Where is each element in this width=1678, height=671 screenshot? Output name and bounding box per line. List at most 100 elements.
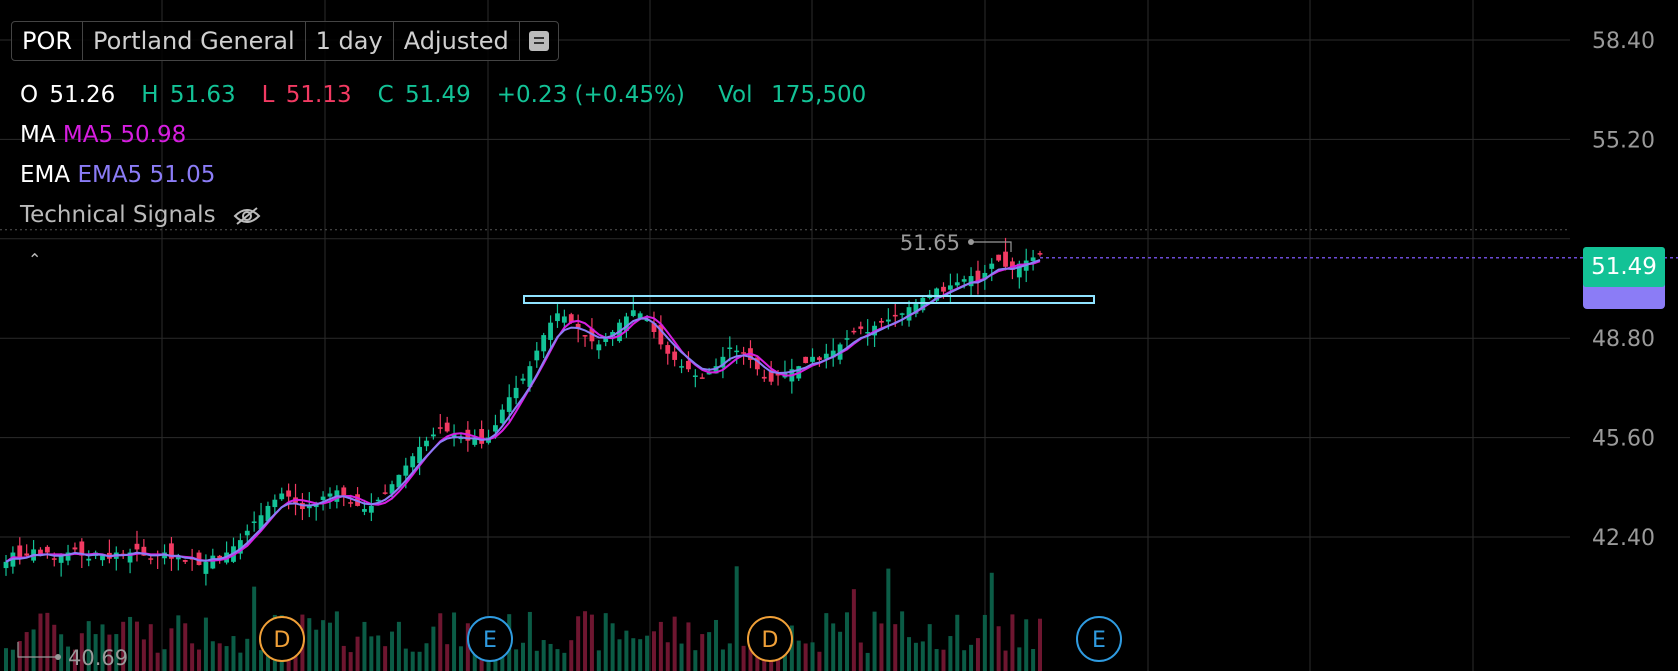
low-marker-label: 40.69: [68, 646, 128, 670]
candle-body: [100, 555, 105, 561]
candle-body: [610, 331, 616, 337]
volume-bar: [527, 611, 532, 671]
volume-bar: [810, 642, 815, 671]
candle-body: [975, 270, 981, 283]
candle-body: [934, 288, 939, 301]
candle-body: [803, 356, 809, 364]
candle-body: [630, 310, 636, 316]
volume-bar: [390, 631, 395, 671]
menu-button[interactable]: [520, 22, 558, 60]
candle-body: [251, 521, 257, 523]
volume-bar: [72, 649, 77, 671]
interval-button[interactable]: 1 day: [306, 22, 394, 60]
volume-bar: [224, 646, 229, 671]
candle-body: [430, 434, 436, 437]
low-marker-dot: [55, 654, 61, 660]
candle-body: [768, 369, 774, 382]
volume-bar: [59, 634, 64, 671]
candle-body: [396, 474, 402, 488]
volume-bar: [982, 614, 987, 671]
volume-bar: [576, 616, 581, 671]
candle-body: [38, 549, 43, 556]
volume-bar: [962, 650, 967, 671]
candle-body: [561, 316, 567, 323]
volume-bar: [596, 650, 601, 671]
company-name[interactable]: Portland General: [83, 22, 306, 60]
open-value: 51.26: [49, 82, 116, 108]
volume-bar: [121, 621, 126, 671]
volume-bar: [624, 630, 629, 671]
candle-body: [24, 553, 30, 556]
candle-body: [472, 437, 478, 445]
ma-indicator[interactable]: MA MA5 50.98: [20, 122, 186, 148]
candle-body: [382, 492, 388, 494]
candle-body: [327, 493, 333, 497]
candle-body: [899, 313, 905, 315]
volume-bar: [1003, 650, 1008, 671]
candle-body: [265, 505, 271, 522]
candle-body: [258, 515, 264, 530]
volume-bar: [1031, 648, 1036, 671]
candle-body: [368, 505, 374, 513]
volume-bar: [665, 642, 670, 671]
volume-bar: [438, 613, 443, 671]
volume-bar: [748, 638, 753, 671]
volume-bar: [803, 643, 808, 671]
list-icon: [528, 31, 549, 51]
y-tick-label: 42.40: [1592, 526, 1655, 551]
high-marker-line: [971, 241, 1012, 252]
volume-bar: [197, 649, 202, 671]
candle-body: [692, 375, 698, 377]
volume-bar: [134, 621, 139, 671]
candle-body: [44, 546, 50, 553]
volume-bar: [452, 612, 457, 671]
earnings-event-icon[interactable]: [467, 616, 513, 662]
volume-bar: [658, 621, 663, 671]
volume-bar: [631, 638, 636, 671]
open-label: O: [20, 82, 39, 108]
volume-bar: [638, 639, 643, 671]
candle-body: [279, 493, 285, 500]
volume-bar: [500, 647, 505, 671]
volume-bar: [327, 622, 332, 671]
volume-bar: [259, 650, 264, 671]
volume-bar: [548, 643, 553, 671]
candle-body: [568, 314, 574, 323]
chevron-up-icon[interactable]: ⌃: [28, 250, 42, 269]
candle-body: [913, 304, 919, 314]
technical-signals-indicator[interactable]: Technical Signals: [20, 202, 261, 228]
candle-body: [444, 422, 450, 432]
volume-bar: [969, 644, 974, 671]
candle-body: [86, 558, 92, 561]
eye-hidden-icon[interactable]: [233, 206, 261, 226]
adjustment-button[interactable]: Adjusted: [394, 22, 520, 60]
earnings-event-icon[interactable]: [1076, 616, 1122, 662]
volume-bar: [1017, 647, 1022, 671]
y-tick-label: 48.80: [1592, 327, 1655, 352]
candle-body: [906, 307, 912, 321]
volume-bar: [210, 641, 215, 671]
candle-body: [375, 499, 381, 502]
dividend-event-icon[interactable]: [259, 616, 305, 662]
candle-body: [858, 326, 864, 329]
volume-bar: [975, 638, 980, 671]
volume-bar: [31, 629, 36, 671]
symbol-button[interactable]: POR: [12, 22, 84, 60]
candle-body: [961, 279, 967, 282]
volume-bar: [162, 649, 167, 671]
volume-bar: [100, 624, 105, 671]
candle-body: [699, 377, 705, 379]
volume-bar: [521, 642, 525, 671]
volume-bar: [396, 621, 401, 671]
candle-body: [989, 263, 995, 269]
candle-body: [727, 347, 733, 350]
volume-bar: [514, 649, 519, 671]
volume-bar: [934, 649, 939, 671]
candle-body: [851, 330, 857, 333]
dividend-event-icon[interactable]: [747, 616, 793, 662]
candle-body: [458, 437, 464, 440]
volume-bar: [307, 618, 312, 671]
ema5-line: [5, 258, 1041, 563]
ema-indicator[interactable]: EMA EMA5 51.05: [20, 162, 215, 188]
